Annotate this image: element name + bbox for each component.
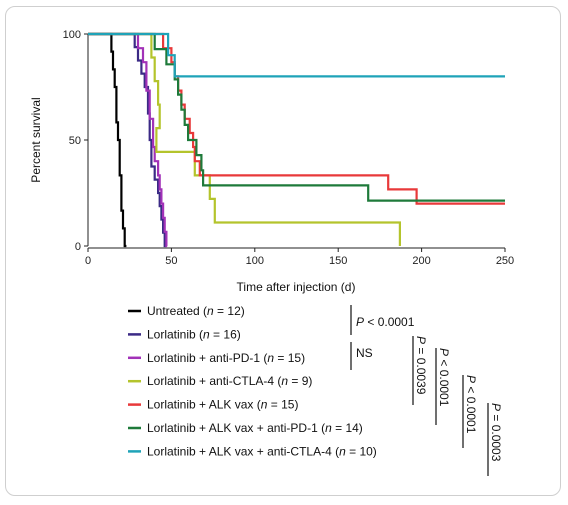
axes: 0 50 100 0 50 100 150 200 250 (63, 29, 515, 267)
legend-label-4: Lorlatinib + ALK vax (n = 15) (147, 398, 298, 412)
x-tick-label: 50 (165, 255, 177, 267)
x-tick-label: 100 (246, 255, 264, 267)
x-axis-title: Time after injection (d) (237, 280, 356, 294)
survival-curve-6 (88, 32, 505, 78)
y-tick-label: 100 (63, 29, 81, 41)
legend-label-5: Lorlatinib + ALK vax + anti-PD-1 (n = 14… (147, 421, 363, 435)
legend-label-0: Untreated (n = 12) (147, 304, 245, 318)
statistics-annotations: P < 0.0001 NS P = 0.0039 P < 0.0001 P < 0.00… (350, 305, 503, 476)
legend-label-1: Lorlatinib (n = 16) (147, 327, 241, 341)
survival-curve-1 (88, 32, 166, 248)
legend-label-2: Lorlatinib + anti-PD-1 (n = 15) (147, 351, 305, 365)
survival-curves (88, 32, 505, 248)
comparison-label-1: P < 0.0001 (356, 315, 415, 329)
comparison-label-6: P = 0.0003 (489, 403, 503, 462)
survival-curve-3 (88, 32, 401, 246)
figure-frame (5, 6, 561, 496)
survival-curve-0 (88, 32, 127, 248)
y-tick-label: 50 (69, 135, 81, 147)
survival-curve-4 (88, 32, 505, 205)
survival-curve-2 (88, 32, 168, 248)
y-tick-label: 0 (75, 241, 81, 253)
x-tick-label: 0 (85, 255, 91, 267)
survival-curve-5 (88, 32, 505, 202)
comparison-label-2: NS (356, 346, 373, 360)
legend-label-3: Lorlatinib + anti-CTLA-4 (n = 9) (147, 374, 312, 388)
x-tick-label: 150 (329, 255, 347, 267)
comparison-label-4: P < 0.0001 (437, 348, 451, 407)
x-tick-label: 250 (496, 255, 514, 267)
comparison-label-3: P = 0.0039 (414, 336, 428, 395)
x-tick-label: 200 (412, 255, 430, 267)
comparison-label-5: P < 0.0001 (464, 375, 478, 434)
y-axis-title: Percent survival (29, 97, 43, 182)
legend-label-6: Lorlatinib + ALK vax + anti-CTLA-4 (n = … (147, 444, 377, 458)
legend: Untreated (n = 12) Lorlatinib (n = 16) Lor… (128, 304, 377, 458)
